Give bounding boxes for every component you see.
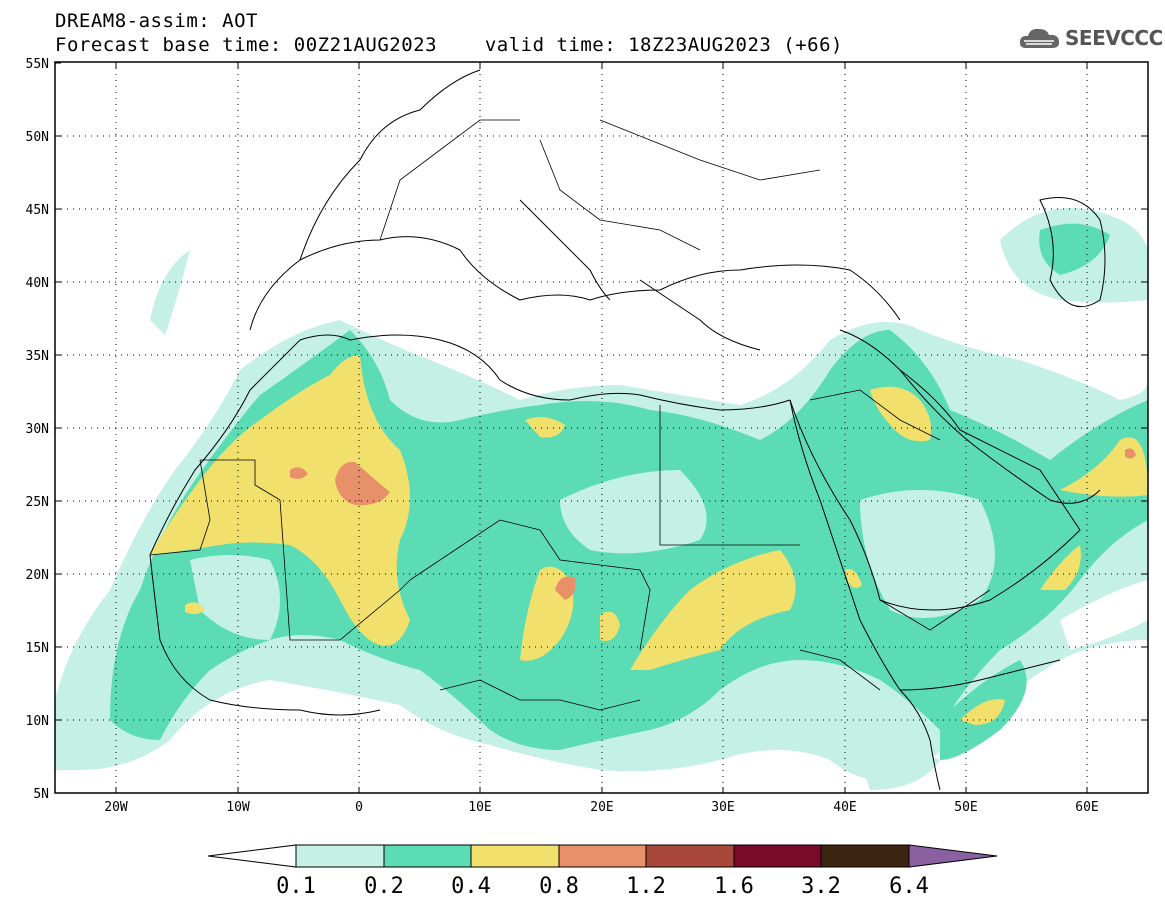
aot-layer-0.8-pakistan-core bbox=[1125, 448, 1136, 459]
lat-label-20n: 20N bbox=[26, 568, 49, 583]
aot-layer-0.8-chad-core bbox=[555, 576, 576, 600]
aot-layer-0.4-sudan bbox=[630, 550, 796, 670]
aot-field bbox=[55, 208, 1148, 790]
lat-label-15n: 15N bbox=[26, 641, 49, 656]
colorbar-label-0.2: 0.2 bbox=[364, 874, 404, 899]
border-europe-internal-3 bbox=[599, 119, 821, 181]
valid-time: valid time: 18Z23AUG2023 (+66) bbox=[484, 34, 843, 56]
cloud-logo-icon bbox=[1019, 28, 1060, 48]
border-arabia-yemen bbox=[879, 589, 991, 631]
aot-layer-0.4-atlantic-patch bbox=[185, 602, 205, 615]
coast-caspian bbox=[1039, 197, 1106, 308]
forecast-time-line: Forecast base time: 00Z21AUG2023 valid t… bbox=[55, 34, 843, 56]
lon-ticks bbox=[115, 62, 1088, 793]
colorbar-underflow-triangle bbox=[207, 844, 297, 868]
border-europe-internal-1 bbox=[379, 119, 520, 241]
colorbar-bin-1.2-1.6 bbox=[645, 844, 735, 868]
aot-layer-0.2-caucasus bbox=[1039, 223, 1110, 275]
border-iraq-syria bbox=[809, 389, 941, 441]
colorbar-label-6.4: 6.4 bbox=[889, 874, 929, 899]
border-ethiopia bbox=[799, 649, 881, 691]
lon-label-40e: 40E bbox=[833, 800, 856, 815]
seevccc-logo: SEEVCCC bbox=[1018, 24, 1163, 52]
border-mauritania bbox=[149, 459, 211, 556]
colorbar-labels: 0.1 0.2 0.4 0.8 1.2 1.6 3.2 6.4 bbox=[276, 874, 929, 899]
lat-label-25n: 25N bbox=[26, 495, 49, 510]
coast-west-africa bbox=[149, 554, 381, 716]
lat-label-5n: 5N bbox=[33, 787, 49, 802]
colorbar-label-1.2: 1.2 bbox=[626, 874, 666, 899]
aot-layer-0.8-algeria-small bbox=[290, 467, 308, 479]
border-algeria-libya bbox=[409, 519, 541, 581]
aot-layer-0.1-hole-arabia bbox=[860, 490, 995, 618]
aot-layer-0.4-libya-small bbox=[525, 416, 565, 438]
lon-labels: 20W 10W 0 10E 20E 30E 40E 50E 60E bbox=[104, 800, 1098, 815]
aot-layer-0.1-hole-arabian-sea bbox=[1060, 580, 1148, 650]
border-egypt-sudan bbox=[659, 405, 800, 546]
lon-label-30e: 30E bbox=[711, 800, 734, 815]
colorbar-bin-0.4-0.8 bbox=[470, 844, 560, 868]
lon-label-20w: 20W bbox=[104, 800, 128, 815]
coast-europe-north bbox=[299, 69, 481, 261]
colorbar-bin-0.1-0.2 bbox=[295, 844, 385, 868]
coast-adriatic bbox=[519, 199, 611, 301]
border-algeria-mali bbox=[279, 499, 411, 641]
coast-aegean bbox=[639, 279, 761, 351]
lon-label-10w: 10W bbox=[226, 800, 250, 815]
lon-label-20e: 20E bbox=[590, 800, 613, 815]
lat-labels: 5N 10N 15N 20N 25N 30N 35N 40N 45N 50N 5… bbox=[26, 57, 49, 802]
base-time: Forecast base time: 00Z21AUG2023 bbox=[55, 34, 438, 56]
lat-label-30n: 30N bbox=[26, 422, 49, 437]
aot-layer-0.1-atlantic-streak bbox=[150, 250, 190, 335]
coast-europe bbox=[249, 236, 901, 331]
aot-layer-0.4-gulf-of-aden bbox=[960, 699, 1005, 725]
colorbar-label-0.1: 0.1 bbox=[276, 874, 316, 899]
coast-red-sea bbox=[789, 399, 1061, 691]
borders bbox=[149, 119, 991, 711]
colorbar-label-0.4: 0.4 bbox=[451, 874, 491, 899]
colorbar bbox=[207, 844, 998, 868]
lat-label-55n: 55N bbox=[26, 57, 49, 72]
aot-layer-0.1-east-african-patch bbox=[860, 750, 940, 790]
border-chad-niger bbox=[539, 529, 651, 651]
border-central-africa bbox=[439, 679, 641, 711]
lat-label-35n: 35N bbox=[26, 349, 49, 364]
colorbar-bin-0.8-1.2 bbox=[558, 844, 647, 868]
aot-layer-0.4-red-sea bbox=[845, 569, 862, 588]
colorbar-label-0.8: 0.8 bbox=[539, 874, 579, 899]
coast-persian-gulf bbox=[899, 369, 1101, 504]
colorbar-bin-0.2-0.4 bbox=[383, 844, 472, 868]
lon-label-0: 0 bbox=[355, 800, 363, 815]
lon-label-50e: 50E bbox=[954, 800, 977, 815]
coast-somalia bbox=[899, 689, 941, 791]
logo-text: SEEVCCC bbox=[1065, 26, 1163, 50]
coastlines bbox=[149, 69, 1106, 791]
aot-layer-0.1-hole-libya bbox=[560, 470, 707, 554]
aot-layer-0.4-chad-small bbox=[600, 611, 620, 641]
lat-label-40n: 40N bbox=[26, 276, 49, 291]
lat-label-45n: 45N bbox=[26, 203, 49, 218]
border-europe-internal-2 bbox=[539, 139, 701, 251]
aot-layer-0.4-oman bbox=[1040, 545, 1081, 590]
coast-northwest-africa bbox=[149, 334, 791, 556]
lat-label-50n: 50N bbox=[26, 130, 49, 145]
colorbar-overflow-triangle bbox=[908, 844, 998, 868]
lon-label-60e: 60E bbox=[1075, 800, 1098, 815]
map-title: DREAM8-assim: AOT bbox=[55, 10, 258, 32]
colorbar-bin-3.2-6.4 bbox=[820, 844, 910, 868]
aot-layer-0.1-hole-mauritania bbox=[190, 555, 280, 640]
coast-arabia bbox=[789, 329, 1081, 611]
aot-layer-0.8-algeria bbox=[335, 461, 390, 506]
border-morocco-algeria bbox=[200, 459, 281, 501]
lat-ticks bbox=[55, 62, 1148, 794]
lat-label-10n: 10N bbox=[26, 714, 49, 729]
colorbar-label-1.6: 1.6 bbox=[714, 874, 754, 899]
lon-label-10e: 10E bbox=[468, 800, 491, 815]
colorbar-label-3.2: 3.2 bbox=[801, 874, 841, 899]
colorbar-bin-1.6-3.2 bbox=[733, 844, 822, 868]
